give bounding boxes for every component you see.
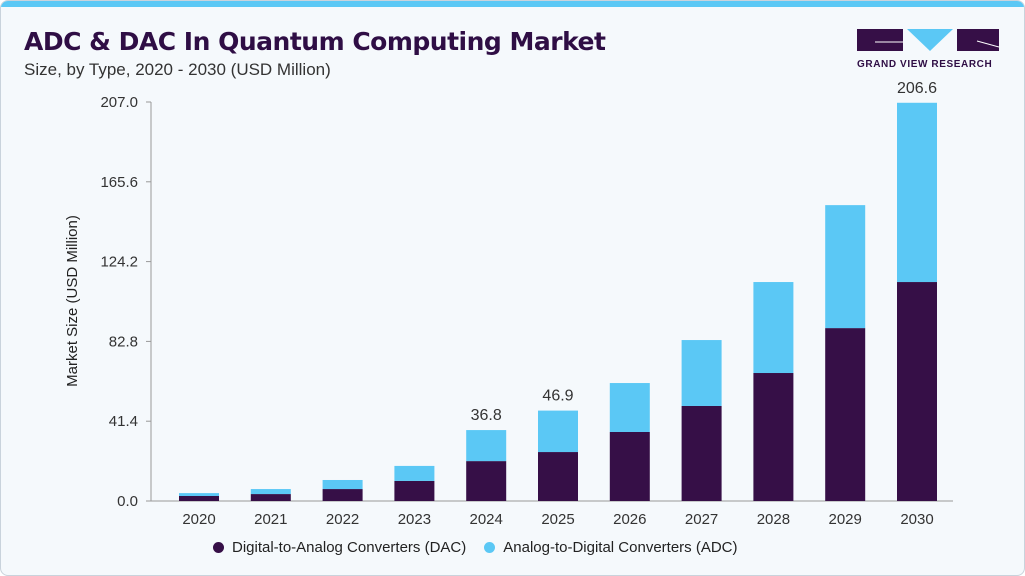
bar-adc-2027 bbox=[681, 340, 722, 406]
x-tick-label: 2027 bbox=[685, 511, 718, 528]
x-tick-label: 2029 bbox=[829, 511, 862, 528]
data-label-2030: 206.6 bbox=[897, 80, 937, 97]
data-label-2025: 46.9 bbox=[542, 388, 573, 405]
y-tick-label: 165.6 bbox=[100, 174, 138, 191]
accent-bar bbox=[1, 1, 1024, 7]
x-tick-label: 2020 bbox=[182, 511, 215, 528]
x-tick-label: 2030 bbox=[900, 511, 933, 528]
x-tick-label: 2022 bbox=[326, 511, 359, 528]
bar-dac-2022 bbox=[322, 489, 363, 501]
bar-adc-2026 bbox=[609, 383, 650, 432]
legend-swatch bbox=[484, 542, 496, 553]
bar-adc-2025 bbox=[538, 410, 578, 453]
bar-dac-2026 bbox=[609, 431, 650, 501]
bar-adc-2022 bbox=[322, 479, 363, 490]
legend-item-adc: Analog-to-Digital Converters (ADC) bbox=[484, 539, 738, 556]
bar-dac-2030 bbox=[897, 282, 937, 501]
bar-adc-2029 bbox=[825, 205, 866, 329]
bar-adc-2023 bbox=[394, 465, 435, 481]
legend: Digital-to-Analog Converters (DAC) Analo… bbox=[213, 539, 738, 556]
logo-text: GRAND VIEW RESEARCH bbox=[857, 59, 993, 70]
grand-view-research-logo bbox=[857, 29, 999, 51]
y-tick-label: 82.8 bbox=[109, 333, 138, 350]
x-tick-label: 2023 bbox=[398, 511, 431, 528]
x-tick-label: 2025 bbox=[541, 511, 574, 528]
x-tick-label: 2026 bbox=[613, 511, 646, 528]
chart-subtitle: Size, by Type, 2020 - 2030 (USD Million) bbox=[24, 60, 331, 79]
bar-adc-2030 bbox=[897, 102, 937, 283]
bar-dac-2029 bbox=[825, 328, 866, 501]
x-tick-label: 2024 bbox=[470, 511, 503, 528]
y-tick-label: 0.0 bbox=[117, 493, 138, 510]
x-tick-label: 2021 bbox=[254, 511, 287, 528]
bar-adc-2028 bbox=[753, 282, 794, 374]
chart-title: ADC & DAC In Quantum Computing Market bbox=[24, 27, 606, 56]
bar-dac-2025 bbox=[538, 452, 578, 501]
y-axis-label: Market Size (USD Million) bbox=[64, 215, 81, 387]
bar-dac-2023 bbox=[394, 480, 435, 501]
bar-dac-2028 bbox=[753, 373, 794, 501]
y-tick-label: 124.2 bbox=[100, 254, 138, 271]
bar-dac-2021 bbox=[250, 494, 291, 501]
x-tick-label: 2028 bbox=[757, 511, 790, 528]
bar-dac-2020 bbox=[179, 495, 219, 501]
legend-swatch bbox=[213, 542, 224, 553]
bar-adc-2024 bbox=[466, 430, 507, 462]
data-label-2024: 36.8 bbox=[471, 407, 502, 424]
y-tick-label: 41.4 bbox=[109, 413, 138, 430]
bar-dac-2027 bbox=[681, 405, 722, 501]
bar-dac-2024 bbox=[466, 461, 507, 501]
bar-adc-2020 bbox=[179, 493, 219, 496]
bar-adc-2021 bbox=[250, 489, 291, 495]
legend-item-dac: Digital-to-Analog Converters (DAC) bbox=[213, 539, 466, 556]
y-tick-label: 207.0 bbox=[100, 94, 138, 111]
